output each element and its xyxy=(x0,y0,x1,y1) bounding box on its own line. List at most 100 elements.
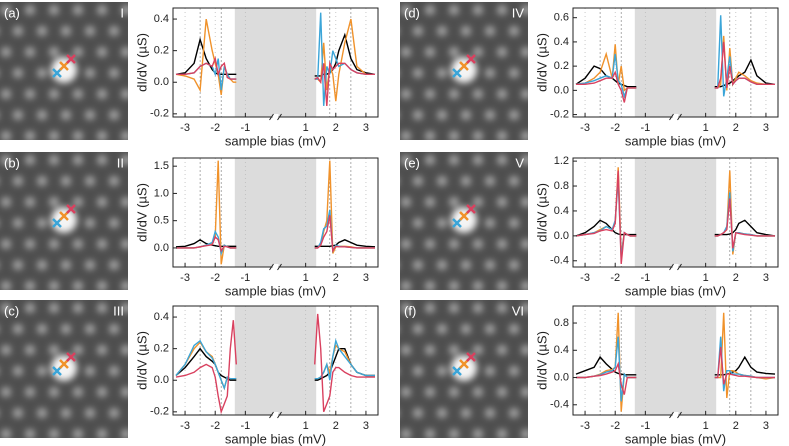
series-line xyxy=(576,346,775,395)
axis-break xyxy=(672,114,679,120)
x-tick-label: -3 xyxy=(180,122,190,134)
y-axis-label: dI/dV (µS) xyxy=(534,33,549,92)
axis-break-mark xyxy=(669,113,682,121)
y-tick-label: 0.2 xyxy=(154,45,169,57)
shaded-region xyxy=(634,306,717,415)
x-tick-label: -2 xyxy=(610,420,620,432)
x-tick-label: -3 xyxy=(180,420,190,432)
y-tick-label: 0.4 xyxy=(154,311,169,323)
x-tick-label: -1 xyxy=(640,122,650,134)
tip-marker xyxy=(452,218,462,228)
y-tick-label: 0.0 xyxy=(154,242,169,254)
y-axis-label: dI/dV (µS) xyxy=(134,33,149,92)
axis-break xyxy=(272,114,279,120)
shaded-region xyxy=(634,158,717,267)
tip-marker xyxy=(459,61,469,71)
site-label: IV xyxy=(512,5,525,20)
series-line xyxy=(176,56,375,106)
axis-break-mark xyxy=(269,113,282,121)
y-axis-label: dI/dV (µS) xyxy=(134,331,149,390)
x-tick-label: -1 xyxy=(240,272,250,284)
x-tick-label: 3 xyxy=(763,122,769,134)
stm-image xyxy=(0,300,128,438)
tip-marker xyxy=(52,68,62,78)
stm-image xyxy=(0,2,128,140)
tip-marker xyxy=(452,68,462,78)
axis-break xyxy=(272,264,279,270)
x-tick-label: 2 xyxy=(733,122,739,134)
y-tick-label: 0.8 xyxy=(554,317,569,329)
axis-break-mark xyxy=(269,411,282,419)
series-line xyxy=(576,41,775,103)
y-tick-label: 0.0 xyxy=(554,84,569,96)
stm-image xyxy=(400,152,528,290)
tip-marker xyxy=(66,352,76,362)
y-tick-label: -0.4 xyxy=(550,399,569,411)
x-tick-label: 1 xyxy=(303,272,309,284)
stm-image xyxy=(400,2,528,140)
panel: (e) V -3 -2 -1 1 2 3 -0.4 0.0 0.4 0.8 1.2 sample bias… xyxy=(400,152,779,298)
panel: (a) I -3 -2 -1 1 2 3 -0.2 0.0 0.2 0.4 sample bias (m… xyxy=(0,2,379,148)
axis-break xyxy=(672,264,679,270)
x-tick-label: -2 xyxy=(210,122,220,134)
y-tick-label: 0.2 xyxy=(554,60,569,72)
y-axis-label: dI/dV (µS) xyxy=(534,331,549,390)
axis-break-mark xyxy=(669,411,682,419)
x-tick-label: 1 xyxy=(703,420,709,432)
site-label: VI xyxy=(512,303,524,318)
series-line xyxy=(176,215,375,253)
shaded-region xyxy=(234,158,317,267)
panel-label: (f) xyxy=(404,303,416,318)
y-tick-label: 0.6 xyxy=(554,12,569,24)
tip-marker xyxy=(459,359,469,369)
x-tick-label: -1 xyxy=(240,420,250,432)
x-tick-label: 2 xyxy=(733,272,739,284)
y-tick-label: 0.8 xyxy=(554,180,569,192)
y-tick-label: -0.2 xyxy=(150,108,169,120)
tip-marker xyxy=(466,352,476,362)
y-tick-label: 0.0 xyxy=(154,76,169,88)
x-tick-label: 1 xyxy=(303,122,309,134)
tip-marker xyxy=(66,54,76,64)
panel-label: (b) xyxy=(4,155,20,170)
stm-image xyxy=(400,300,528,438)
site-label: III xyxy=(113,303,124,318)
panel: (f) VI -3 -2 -1 1 2 3 -0.4 0.0 0.4 0.8 sample bias (… xyxy=(400,300,779,446)
y-tick-label: 0.5 xyxy=(154,215,169,227)
series-line xyxy=(175,338,375,391)
panel-label: (d) xyxy=(404,5,420,20)
x-tick-label: -3 xyxy=(580,122,590,134)
x-axis-label: sample bias (mV) xyxy=(625,283,726,298)
x-axis-label: sample bias (mV) xyxy=(625,431,726,446)
shaded-region xyxy=(234,306,317,415)
panel-label: (e) xyxy=(404,155,420,170)
x-tick-label: -3 xyxy=(580,272,590,284)
axis-break xyxy=(272,412,279,418)
stm-image xyxy=(0,152,128,290)
x-tick-label: 3 xyxy=(763,272,769,284)
x-tick-label: 3 xyxy=(363,122,369,134)
site-label: II xyxy=(117,155,124,170)
shaded-region xyxy=(634,8,717,117)
x-tick-label: 1 xyxy=(703,272,709,284)
y-tick-label: 1.5 xyxy=(154,160,169,172)
y-tick-label: 0.4 xyxy=(554,36,569,48)
y-tick-label: 0.2 xyxy=(154,343,169,355)
x-tick-label: -1 xyxy=(640,420,650,432)
series-line xyxy=(175,313,375,415)
axis-break-mark xyxy=(269,263,282,271)
y-axis-label: dI/dV (µS) xyxy=(534,183,549,242)
tip-marker xyxy=(52,218,62,228)
x-tick-label: 3 xyxy=(363,272,369,284)
tip-marker xyxy=(59,359,69,369)
y-tick-label: 0.0 xyxy=(154,374,169,386)
series-line xyxy=(175,238,376,248)
y-tick-label: 1.2 xyxy=(554,155,569,167)
x-tick-label: 3 xyxy=(363,420,369,432)
y-tick-label: 0.4 xyxy=(554,205,569,217)
y-tick-label: 0.0 xyxy=(554,230,569,242)
panel: (b) II -3 -2 -1 1 2 3 0.0 0.5 1.0 1.5 sample bias (m… xyxy=(0,152,379,298)
x-tick-label: -1 xyxy=(240,122,250,134)
x-axis-label: sample bias (mV) xyxy=(225,133,326,148)
x-tick-label: 3 xyxy=(763,420,769,432)
